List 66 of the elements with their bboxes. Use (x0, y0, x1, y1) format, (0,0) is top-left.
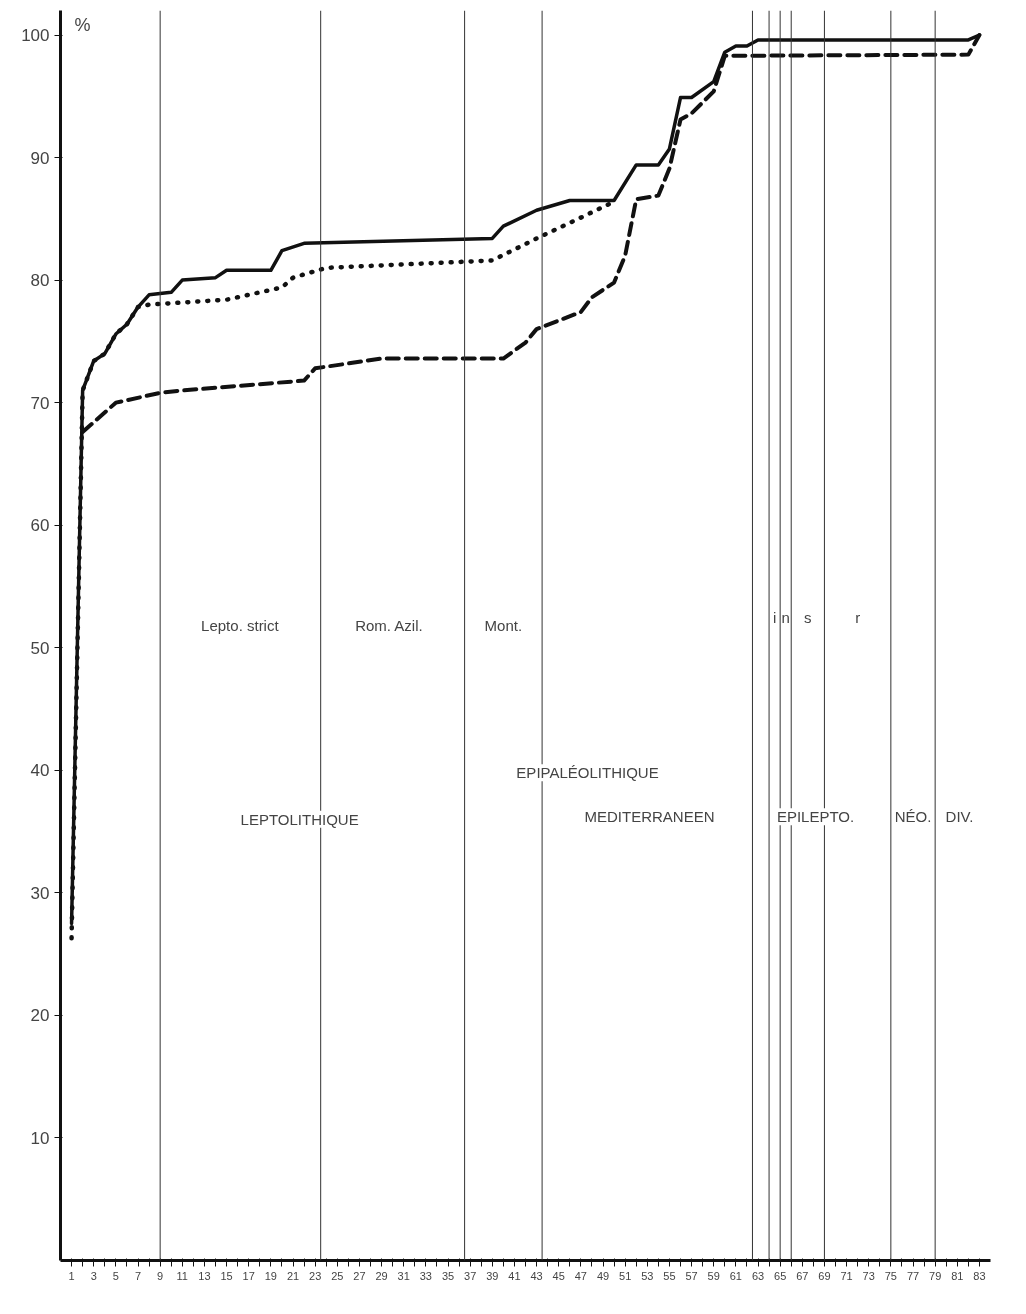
x-tick-label: 75 (884, 1269, 897, 1282)
x-tick-label: 49 (596, 1269, 610, 1282)
annotation: Lepto. strict (201, 617, 280, 635)
x-tick-label: 79 (929, 1269, 942, 1282)
x-tick-label: 59 (707, 1269, 720, 1282)
annotation: n (781, 608, 790, 626)
x-tick-label: 83 (973, 1269, 986, 1282)
x-tick-label: 53 (641, 1269, 654, 1282)
x-tick-label: 65 (774, 1269, 787, 1282)
x-tick-label: 23 (309, 1269, 322, 1282)
x-tick-label: 27 (353, 1269, 366, 1282)
x-tick-label: 55 (663, 1269, 676, 1282)
y-tick-label: 90 (30, 148, 50, 168)
x-tick-label: 33 (419, 1269, 432, 1282)
y-tick-label: 40 (30, 761, 50, 781)
annotation: NÉO. (894, 808, 932, 826)
annotation: Mont. (484, 617, 523, 635)
x-tick-label: 35 (441, 1269, 455, 1282)
y-tick-label: 30 (30, 883, 50, 903)
x-tick-label: 69 (818, 1269, 831, 1282)
x-tick-label: 1 (68, 1269, 75, 1282)
x-tick-label: 43 (530, 1269, 543, 1282)
annotation: r (855, 608, 861, 626)
x-tick-label: 47 (574, 1269, 587, 1282)
y-tick-label: 60 (30, 516, 50, 536)
annotation: DIV. (945, 808, 974, 826)
x-tick-label: 25 (331, 1269, 344, 1282)
x-tick-label: 81 (951, 1269, 964, 1282)
x-tick-label: 3 (90, 1269, 97, 1282)
x-tick-label: 15 (220, 1269, 233, 1282)
annotation: s (804, 608, 812, 626)
x-tick-label: 13 (198, 1269, 211, 1282)
x-tick-label: 17 (242, 1269, 255, 1282)
x-tick-label: 63 (751, 1269, 765, 1282)
x-tick-label: 41 (508, 1269, 521, 1282)
annotation: LEPTOLITHIQUE (240, 810, 359, 828)
x-tick-label: 9 (157, 1269, 164, 1282)
y-tick-label: 70 (30, 393, 50, 413)
y-tick-label: 20 (30, 1006, 50, 1026)
y-tick-label: 100 (21, 26, 50, 46)
y-tick-label: 10 (30, 1128, 50, 1148)
y-tick-label: 50 (30, 638, 50, 658)
x-tick-label: 45 (552, 1269, 565, 1282)
annotation: EPILEPTO. (776, 808, 855, 826)
x-tick-label: 57 (685, 1269, 698, 1282)
x-tick-label: 77 (906, 1269, 920, 1282)
annotation: i (772, 608, 777, 626)
x-tick-label: 19 (264, 1269, 277, 1282)
annotation: EPIPALÉOLITHIQUE (516, 764, 659, 782)
x-tick-label: 67 (796, 1269, 809, 1282)
y-tick-label: 80 (30, 271, 50, 291)
x-tick-label: 73 (862, 1269, 875, 1282)
x-tick-label: 31 (397, 1269, 410, 1282)
x-tick-label: 5 (112, 1269, 119, 1282)
x-tick-label: 11 (176, 1269, 188, 1282)
x-tick-label: 21 (286, 1269, 300, 1282)
x-tick-label: 39 (486, 1269, 499, 1282)
annotation: Rom. Azil. (355, 617, 423, 635)
x-tick-label: 61 (729, 1269, 742, 1282)
x-tick-label: 29 (375, 1269, 388, 1282)
x-tick-label: 71 (840, 1269, 853, 1282)
y-axis-title: % (74, 14, 91, 35)
x-tick-label: 51 (619, 1269, 632, 1282)
annotation: MEDITERRANEEN (584, 808, 715, 826)
x-tick-label: 37 (464, 1269, 477, 1282)
x-tick-label: 7 (134, 1269, 142, 1282)
